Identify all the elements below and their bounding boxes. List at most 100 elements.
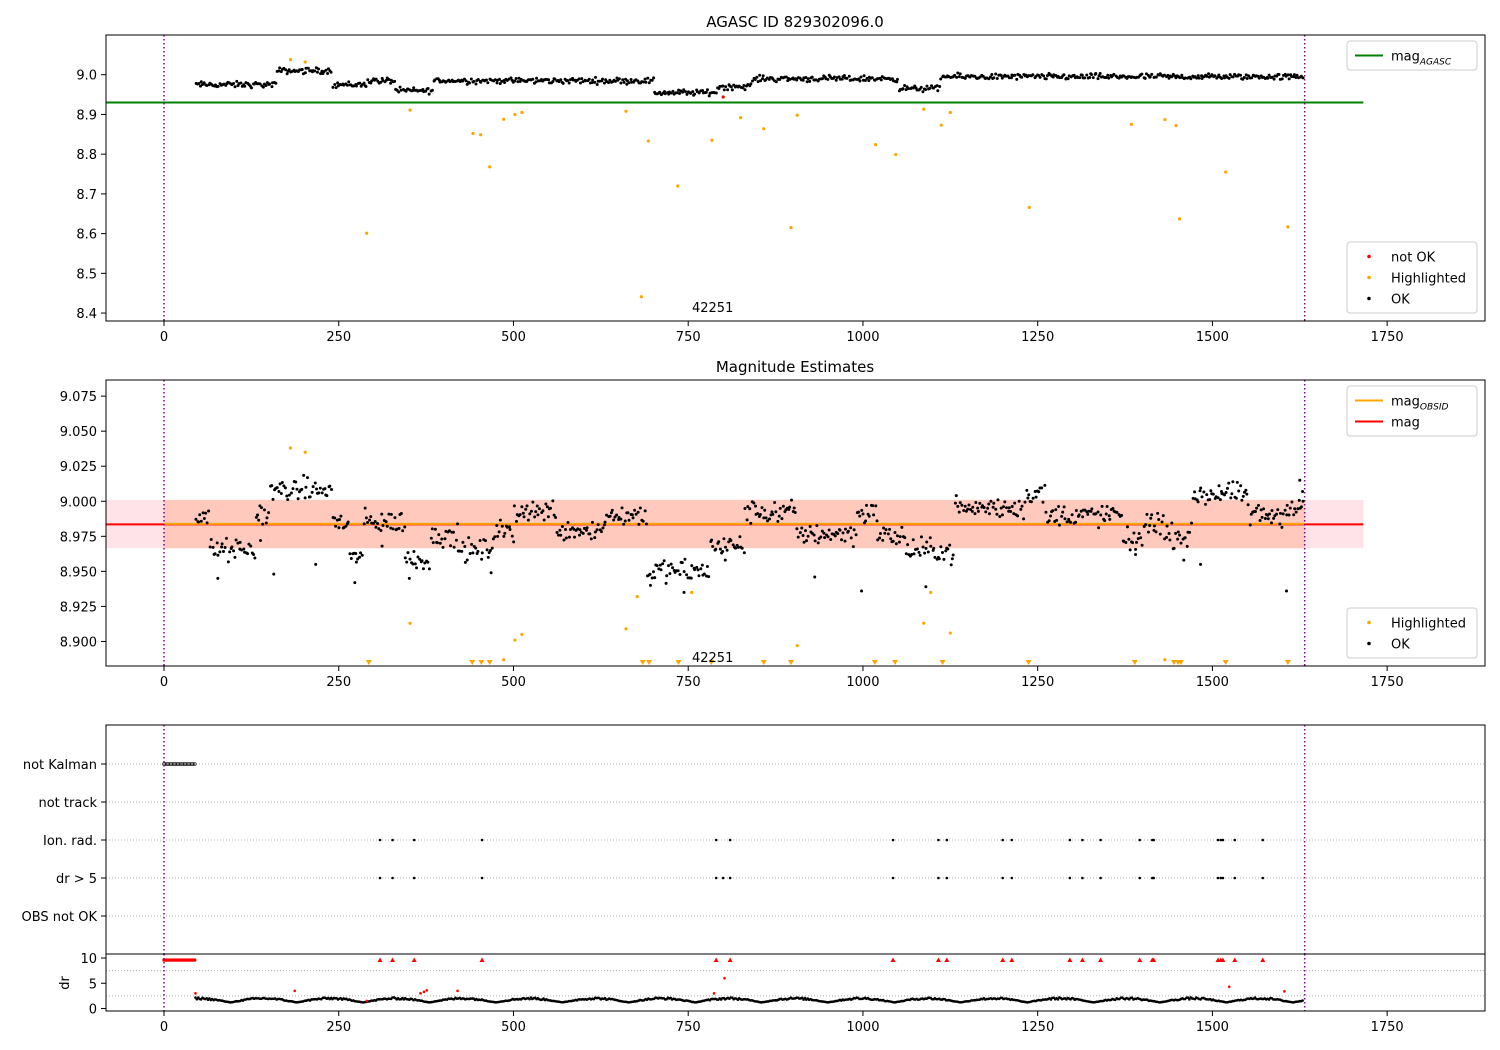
ok-point [1026,496,1030,500]
ok-point [324,68,328,72]
ok-point [808,524,812,528]
ok-point [967,503,971,507]
ok-point [846,529,850,533]
ok-point [847,74,851,78]
ok-point [391,527,395,531]
ok-point [1013,501,1017,505]
ok-point [587,77,591,81]
ok-point [707,94,711,98]
ok-point [874,504,878,508]
ok-point [529,509,533,513]
flag-point [1010,838,1014,842]
middle-legend-label: mag [1391,416,1420,431]
ok-point [629,78,633,82]
ok-point [460,549,464,553]
ok-point [1180,73,1184,77]
ok-point [512,540,516,544]
highlighted-point [795,113,799,117]
ok-point [1043,483,1047,487]
ok-point [992,76,996,80]
ok-point [437,533,441,537]
ok-point [1156,511,1160,515]
ok-point [911,538,915,542]
ok-point [878,536,882,540]
dr-y-tick-label: 0 [89,1002,97,1017]
ok-point [329,488,333,492]
highlighted-point [288,58,293,62]
ok-point [325,494,329,498]
ok-point [472,80,476,84]
ok-point [1104,75,1108,79]
ok-point [346,520,350,524]
dr-capped-point [193,958,197,962]
top-x-tick-label: 0 [160,330,168,345]
ok-point [1083,76,1087,80]
ok-point [1196,74,1200,78]
ok-point [566,520,570,524]
ok-point [1207,72,1211,76]
middle-legend-dot-swatch [1367,641,1371,646]
ok-point [1063,517,1067,521]
ok-point [426,560,430,564]
ok-point [1234,496,1238,500]
ok-point [601,526,605,530]
highlighted-point [939,123,943,127]
ok-point [710,538,714,542]
ok-point [742,551,746,555]
ok-point [1001,505,1005,509]
ok-point [1137,531,1141,535]
ok-point [199,519,203,523]
middle-legend-dot-swatch [1367,620,1371,625]
ok-point [264,521,268,525]
ok-point [1154,75,1158,79]
ok-point [851,545,855,549]
ok-point [1078,76,1082,80]
ok-point [860,589,864,593]
middle-chart-title: Magnitude Estimates [716,358,874,376]
ok-point [1167,76,1171,80]
ok-point [387,512,391,516]
ok-point [385,524,389,528]
ok-point [526,518,530,522]
ok-point [1176,530,1180,534]
ok-point [1031,73,1035,77]
ok-point [1120,513,1124,517]
middle-legend [1346,607,1478,659]
ok-point [234,538,238,542]
flag-point [1138,838,1142,842]
ok-point [1013,73,1017,77]
ok-point [228,550,232,554]
ok-point [881,538,885,542]
ok-point [1210,73,1214,77]
ok-point [589,537,593,541]
ok-point [1146,530,1150,534]
ok-point [1195,76,1199,80]
ok-point [925,84,929,88]
dr-x-tick-label: 250 [326,1020,351,1035]
ok-point [844,527,848,531]
ok-point [872,513,876,517]
top-legend-label: not OK [1391,251,1436,266]
ok-point [552,513,556,517]
ok-point [953,501,957,505]
ok-point [257,518,261,522]
ok-point [994,507,998,511]
off-scale-marker [1025,660,1032,665]
ok-point [648,572,652,576]
ok-point [1017,499,1021,503]
ok-point [603,520,607,524]
ok-point [1055,518,1059,522]
ok-point [1287,513,1291,517]
flag-point [1221,838,1225,842]
ok-point [608,78,612,82]
ok-point [514,519,518,523]
ok-point [1072,73,1076,77]
ok-point [303,71,307,75]
ok-point [1025,488,1029,492]
ok-point [752,501,756,505]
ok-point [636,510,640,514]
ok-point [467,536,471,540]
ok-point [865,76,869,80]
ok-point [578,81,582,85]
ok-point [678,91,682,95]
